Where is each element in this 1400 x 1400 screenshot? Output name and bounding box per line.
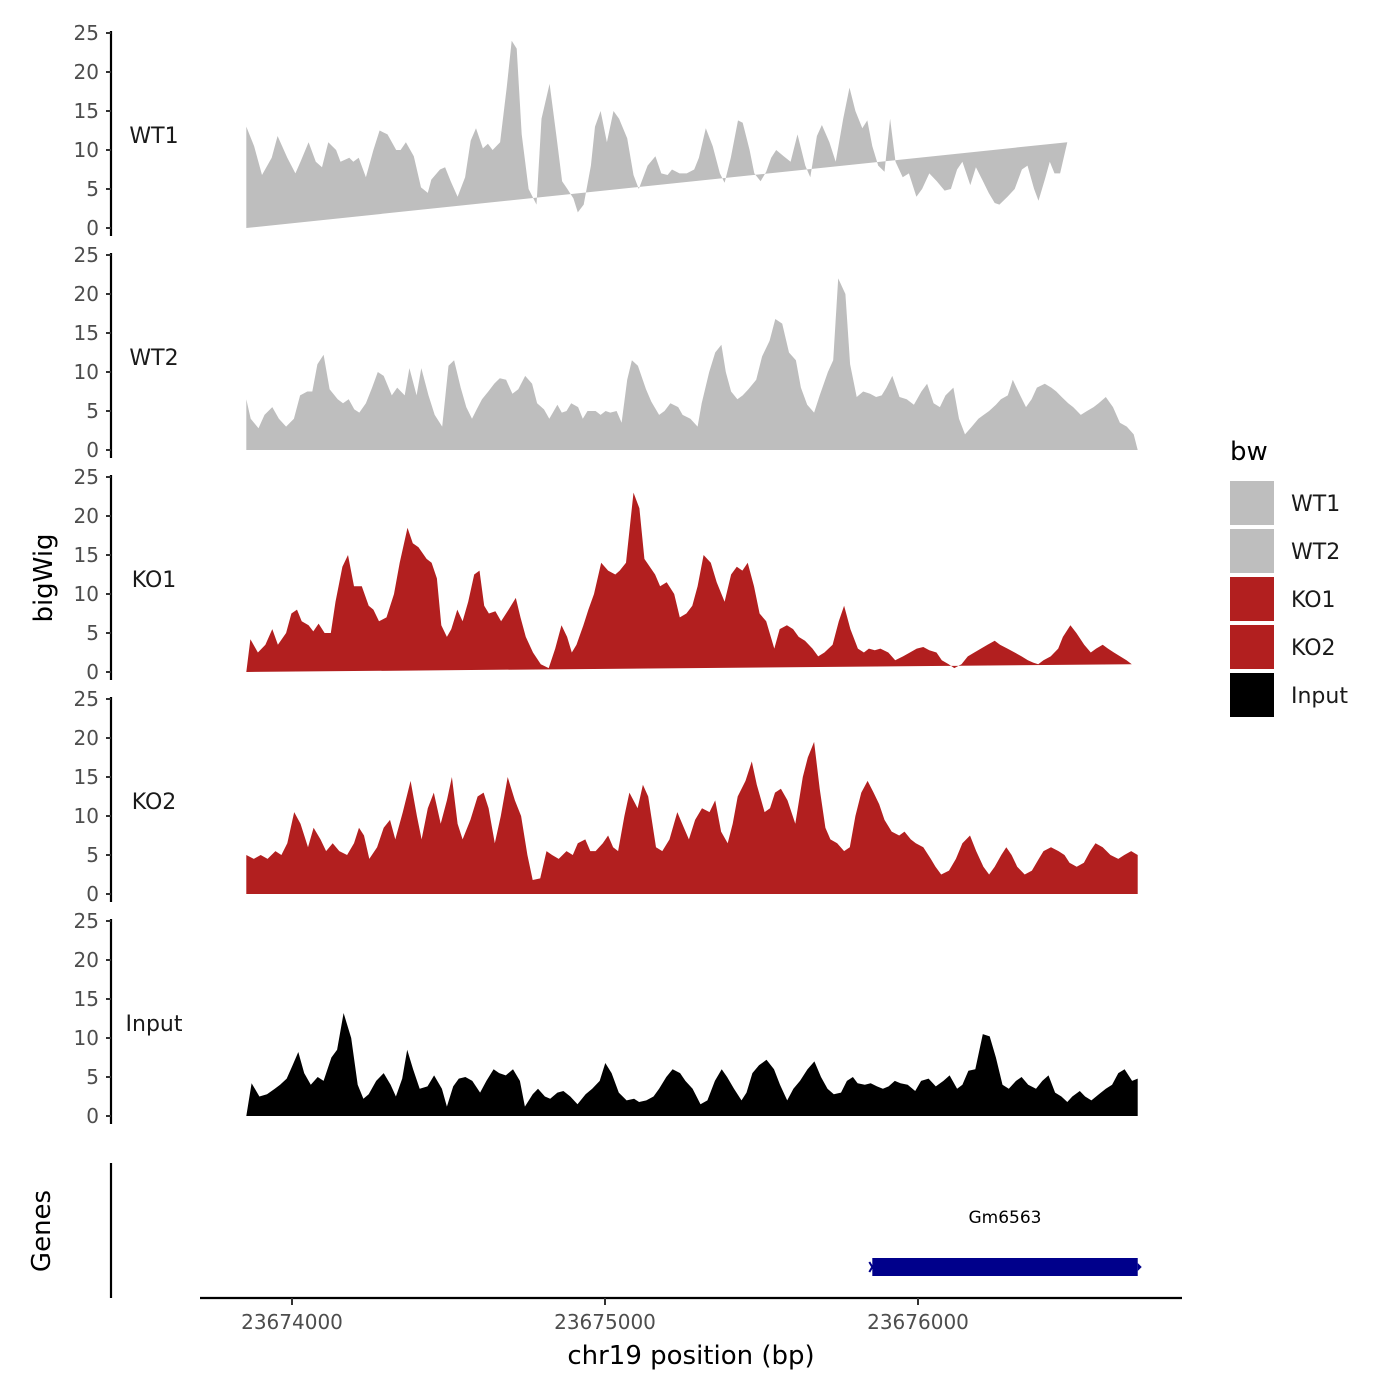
gene-strand-marker bbox=[868, 1261, 877, 1273]
legend-label: WT2 bbox=[1291, 540, 1340, 565]
x-tick-label: 23675000 bbox=[554, 1310, 656, 1334]
legend-label: Input bbox=[1291, 684, 1348, 709]
y-tick-label: 15 bbox=[74, 987, 99, 1011]
y-tick-label: 5 bbox=[86, 843, 99, 867]
y-tick-label: 0 bbox=[86, 1104, 99, 1128]
y-tick-label: 20 bbox=[74, 948, 99, 972]
track-area-ko2 bbox=[246, 741, 1138, 894]
y-tick-label: 15 bbox=[74, 543, 99, 567]
y-tick-label: 0 bbox=[86, 660, 99, 684]
track-ko1: 0 5 10 15 20 25 KO1 bbox=[74, 465, 1132, 684]
legend-swatch bbox=[1230, 625, 1274, 669]
track-area-input bbox=[246, 1013, 1138, 1116]
y-tick-label: 10 bbox=[74, 360, 99, 384]
y-tick-label: 20 bbox=[74, 504, 99, 528]
y-tick-label: 15 bbox=[74, 99, 99, 123]
legend-label: KO2 bbox=[1291, 636, 1336, 661]
y-tick-label: 10 bbox=[74, 138, 99, 162]
legend: bw WT1 WT2 KO1 KO2 Input bbox=[1230, 437, 1348, 717]
y-tick-label: 15 bbox=[74, 765, 99, 789]
track-label-input: Input bbox=[126, 1012, 183, 1037]
track-label-ko2: KO2 bbox=[132, 790, 177, 815]
y-tick-label: 25 bbox=[74, 243, 99, 267]
y-tick-label: 15 bbox=[74, 321, 99, 345]
legend-label: KO1 bbox=[1291, 588, 1336, 613]
x-axis: 23674000 23675000 23676000 chr19 position … bbox=[200, 1296, 1182, 1371]
y-tick-label: 10 bbox=[74, 582, 99, 606]
legend-title: bw bbox=[1230, 437, 1268, 467]
y-tick-label: 0 bbox=[86, 216, 99, 240]
x-axis-title: chr19 position (bp) bbox=[567, 1341, 814, 1371]
gene-end-marker bbox=[1137, 1263, 1142, 1271]
signal-tracks: 0510152025WT10510152025WT20510152025KO10… bbox=[74, 21, 1138, 1128]
gene-gm6563: Gm6563 bbox=[868, 1208, 1142, 1276]
y-tick-label: 5 bbox=[86, 399, 99, 423]
gene-models: Gm6563 bbox=[868, 1208, 1142, 1276]
track-input: 0 5 10 15 20 25 Input bbox=[74, 909, 1138, 1128]
track-area-ko1 bbox=[246, 492, 1132, 672]
y-tick-label: 0 bbox=[86, 882, 99, 906]
y-tick-label: 5 bbox=[86, 621, 99, 645]
track-wt1: 0 5 10 15 20 25 WT1 bbox=[74, 21, 1068, 240]
gene-label: Gm6563 bbox=[969, 1208, 1042, 1228]
legend-swatch bbox=[1230, 529, 1274, 573]
y-tick-label: 10 bbox=[74, 804, 99, 828]
y-tick-label: 25 bbox=[74, 465, 99, 489]
track-label-wt2: WT2 bbox=[129, 346, 178, 371]
y-tick-label: 20 bbox=[74, 726, 99, 750]
track-area-wt1 bbox=[246, 40, 1068, 228]
track-wt2: 0 5 10 15 20 25 WT2 bbox=[74, 243, 1138, 462]
y-tick-label: 20 bbox=[74, 60, 99, 84]
y-tick-label: 25 bbox=[74, 909, 99, 933]
genes-panel-label: Genes bbox=[27, 1190, 57, 1272]
genes-panel: Genes Gm6563 bbox=[27, 1163, 1142, 1298]
legend-item-ko1: KO1 bbox=[1230, 577, 1336, 621]
y-tick-label: 25 bbox=[74, 687, 99, 711]
track-label-wt1: WT1 bbox=[129, 124, 178, 149]
y-tick-label: 10 bbox=[74, 1026, 99, 1050]
x-axis-ticks: 23674000 23675000 23676000 bbox=[241, 1298, 969, 1334]
track-ko2: 0 5 10 15 20 25 KO2 bbox=[74, 687, 1138, 906]
x-tick-label: 23674000 bbox=[241, 1310, 343, 1334]
y-tick-label: 5 bbox=[86, 1065, 99, 1089]
y-tick-label: 5 bbox=[86, 177, 99, 201]
y-tick-label: 20 bbox=[74, 282, 99, 306]
y-tick-label: 0 bbox=[86, 438, 99, 462]
legend-item-wt2: WT2 bbox=[1230, 529, 1340, 573]
legend-swatch bbox=[1230, 481, 1274, 525]
legend-item-wt1: WT1 bbox=[1230, 481, 1340, 525]
legend-swatch bbox=[1230, 673, 1274, 717]
y-axis-title: bigWig bbox=[29, 533, 59, 622]
legend-item-input: Input bbox=[1230, 673, 1348, 717]
gene-body bbox=[872, 1258, 1138, 1276]
legend-items: WT1 WT2 KO1 KO2 Input bbox=[1230, 481, 1348, 717]
x-tick-label: 23676000 bbox=[867, 1310, 969, 1334]
y-tick-label: 25 bbox=[74, 21, 99, 45]
track-area-wt2 bbox=[246, 278, 1138, 450]
legend-item-ko2: KO2 bbox=[1230, 625, 1336, 669]
legend-swatch bbox=[1230, 577, 1274, 621]
track-label-ko1: KO1 bbox=[132, 568, 177, 593]
legend-label: WT1 bbox=[1291, 492, 1340, 517]
